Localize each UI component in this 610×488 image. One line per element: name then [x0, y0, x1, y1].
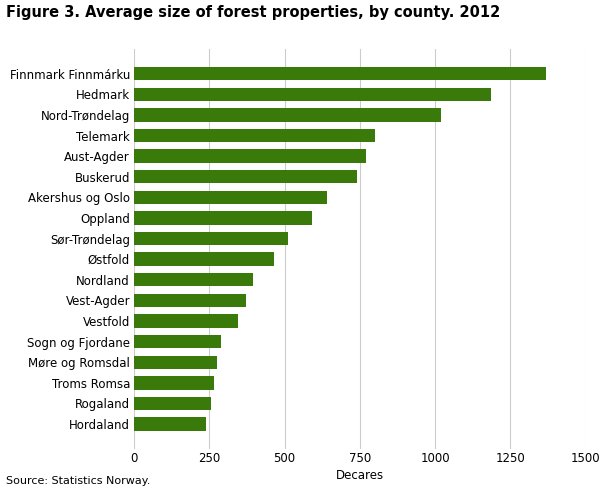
Bar [134, 252, 274, 266]
X-axis label: Decares: Decares [336, 469, 384, 482]
Bar [134, 129, 375, 142]
Bar [134, 417, 206, 431]
Bar [134, 211, 312, 224]
Text: Source: Statistics Norway.: Source: Statistics Norway. [6, 476, 151, 486]
Bar [134, 88, 491, 101]
Bar [134, 67, 547, 81]
Bar [134, 149, 366, 163]
Bar [134, 356, 217, 369]
Bar [134, 191, 327, 204]
Bar [134, 273, 253, 286]
Bar [134, 314, 238, 328]
Bar [134, 232, 288, 245]
Bar [134, 170, 357, 183]
Bar [134, 335, 221, 348]
Bar [134, 108, 441, 122]
Bar [134, 294, 246, 307]
Text: Figure 3. Average size of forest properties, by county. 2012: Figure 3. Average size of forest propert… [6, 5, 500, 20]
Bar [134, 397, 211, 410]
Bar [134, 376, 214, 389]
